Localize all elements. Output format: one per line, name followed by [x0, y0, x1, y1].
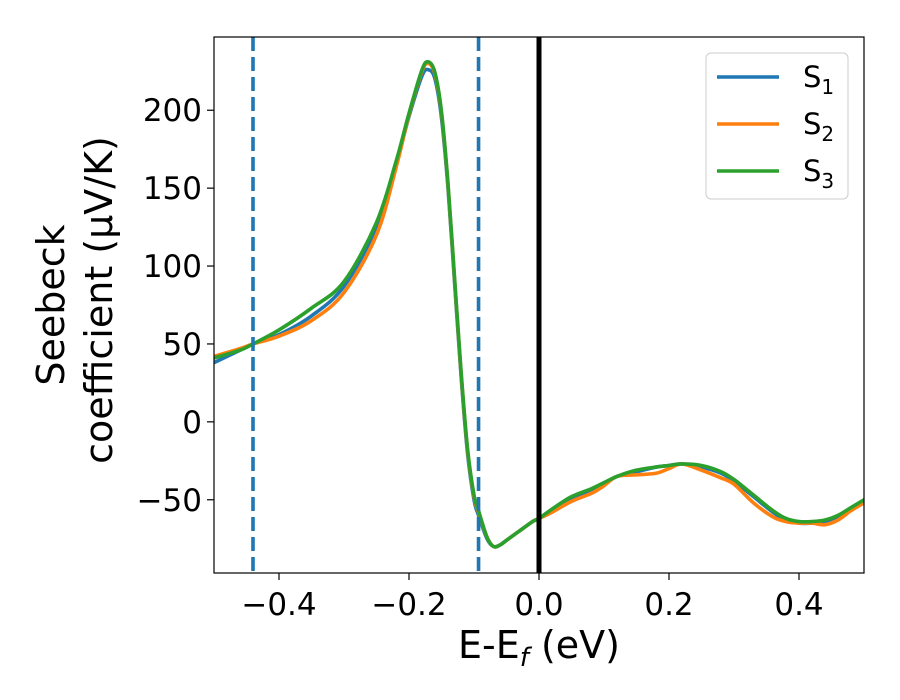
x-tick-label: −0.2 [371, 587, 446, 623]
y-tick-label: 50 [163, 327, 202, 363]
y-axis-label: Seebeck coefficient (μV/K) [29, 136, 121, 464]
x-tick-label: −0.4 [241, 587, 316, 623]
y-tick-label: −50 [137, 483, 202, 519]
y-axis-label-line2: coefficient (μV/K) [77, 136, 121, 464]
legend-label-s3: S3 [803, 154, 834, 193]
x-axis-ticks: −0.4 −0.2 0.0 0.2 0.4 [241, 573, 824, 623]
y-tick-label: 200 [143, 93, 202, 129]
legend-label-s2: S2 [803, 107, 834, 146]
legend-label-s1: S1 [803, 60, 834, 99]
y-tick-label: 100 [143, 249, 202, 285]
reference-lines [251, 37, 542, 573]
series-layer [214, 59, 864, 549]
x-tick-label: 0.2 [644, 587, 693, 623]
series-line-s3 [214, 59, 864, 549]
y-tick-label: 150 [143, 171, 202, 207]
x-axis-label: E-Ef (eV) [458, 623, 620, 673]
x-tick-label: 0.0 [514, 587, 563, 623]
legend: S1 S2 S3 [705, 52, 849, 200]
legend-box [705, 52, 849, 200]
y-axis-ticks: −50 0 50 100 150 200 [137, 93, 214, 519]
x-tick-label: 0.4 [774, 587, 823, 623]
y-tick-label: 0 [182, 405, 202, 441]
y-axis-label-line1: Seebeck [29, 224, 73, 385]
